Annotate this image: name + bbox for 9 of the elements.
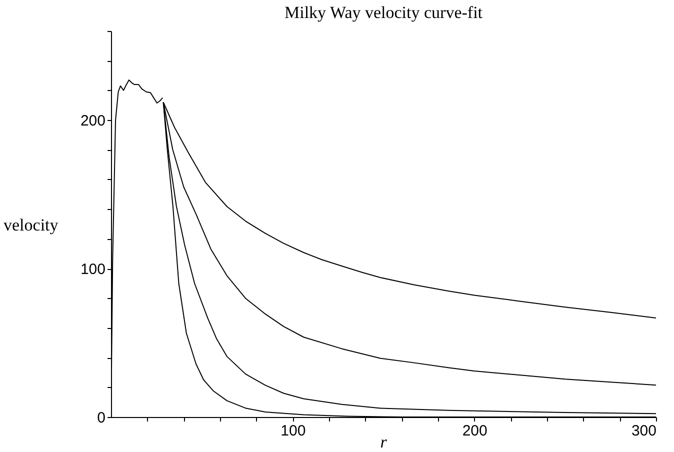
x-tick-label: 300: [631, 422, 656, 440]
y-tick-label: 100: [80, 261, 106, 278]
x-tick-label: 200: [462, 422, 488, 440]
chart-title: Milky Way velocity curve-fit: [284, 3, 483, 22]
y-tick-label: 200: [80, 112, 106, 130]
x-tick-label: 100: [280, 422, 306, 440]
y-tick-label: 0: [97, 410, 106, 426]
x-axis-title: r: [380, 432, 388, 452]
y-axis-title: velocity: [4, 216, 59, 234]
